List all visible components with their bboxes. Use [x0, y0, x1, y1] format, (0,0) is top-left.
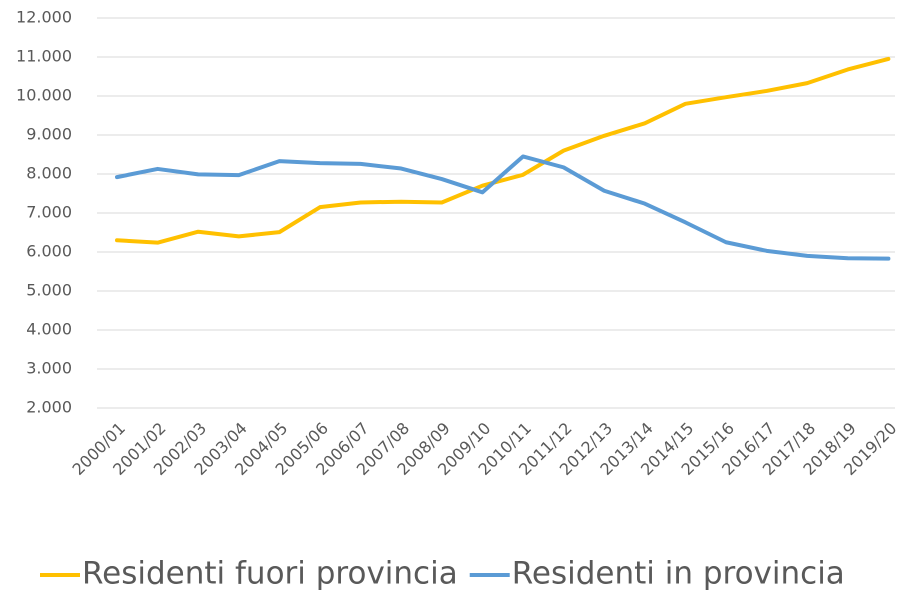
series-line	[115, 154, 891, 261]
y-tick-label: 6.000	[26, 242, 72, 261]
y-tick-label: 4.000	[26, 320, 72, 339]
y-tick-label: 2.000	[26, 398, 72, 417]
y-tick-label: 10.000	[16, 86, 72, 105]
y-tick-label: 5.000	[26, 281, 72, 300]
series-line	[115, 56, 891, 245]
y-tick-label: 8.000	[26, 164, 72, 183]
y-tick-label: 3.000	[26, 359, 72, 378]
legend-label: Residenti fuori provincia	[82, 556, 458, 590]
y-tick-label: 9.000	[26, 125, 72, 144]
y-tick-label: 12.000	[16, 8, 72, 27]
y-tick-label: 7.000	[26, 203, 72, 222]
legend-label: Residenti in provincia	[512, 556, 845, 590]
y-tick-label: 11.000	[16, 47, 72, 66]
